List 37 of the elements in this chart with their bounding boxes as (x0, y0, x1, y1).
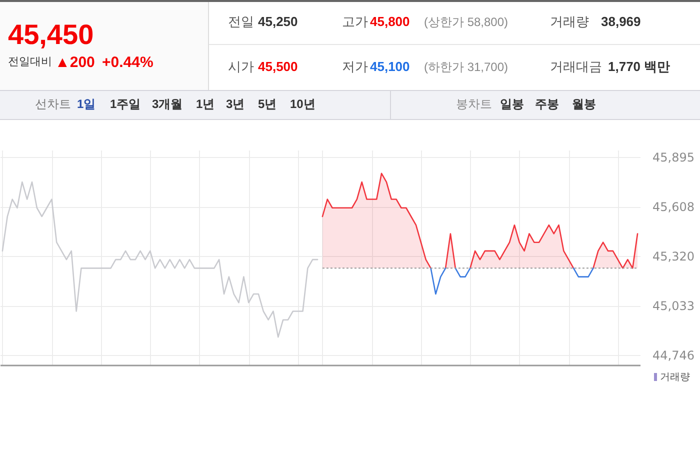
text: +0.44% (102, 54, 154, 71)
text: 38,969 (601, 14, 641, 29)
text: 시가 (228, 59, 254, 74)
text: 1주일 (110, 97, 141, 111)
text: 1,770 백만 (608, 59, 670, 74)
text: 거래량 (660, 372, 690, 383)
text: 봉차트 (456, 97, 492, 111)
text: 저가 (342, 59, 368, 74)
text: ▲200 (55, 54, 95, 71)
text: 45,450 (8, 19, 94, 50)
text: 10년 (290, 97, 316, 111)
text: (상한가 58,800) (424, 15, 508, 29)
text: 45,800 (370, 14, 410, 29)
text: 3개월 (152, 97, 183, 111)
text: 45,100 (370, 59, 410, 74)
text: 1년 (196, 97, 215, 111)
text: 거래대금 (550, 59, 602, 74)
y-tick-label: 45,895 (652, 150, 694, 165)
text: 전일대비 (8, 56, 52, 68)
text: 전일 (228, 14, 254, 29)
text: 거래량 (550, 14, 589, 29)
text: 5년 (258, 97, 277, 111)
text: 45,500 (258, 59, 298, 74)
text: 45,250 (258, 14, 298, 29)
text: 고가 (342, 14, 368, 29)
text: 월봉 (572, 97, 596, 111)
text: 1일 (77, 97, 96, 111)
line-series (2, 181, 318, 338)
y-tick-label: 45,033 (652, 299, 694, 314)
text: 주봉 (535, 97, 559, 111)
y-tick-label: 44,746 (652, 348, 694, 363)
text: 일봉 (500, 97, 524, 111)
y-tick-label: 45,320 (652, 250, 694, 264)
text: (하한가 31,700) (424, 60, 508, 74)
y-tick-label: 45,608 (652, 200, 694, 214)
text: 선차트 (35, 97, 71, 111)
text: 3년 (226, 97, 245, 111)
